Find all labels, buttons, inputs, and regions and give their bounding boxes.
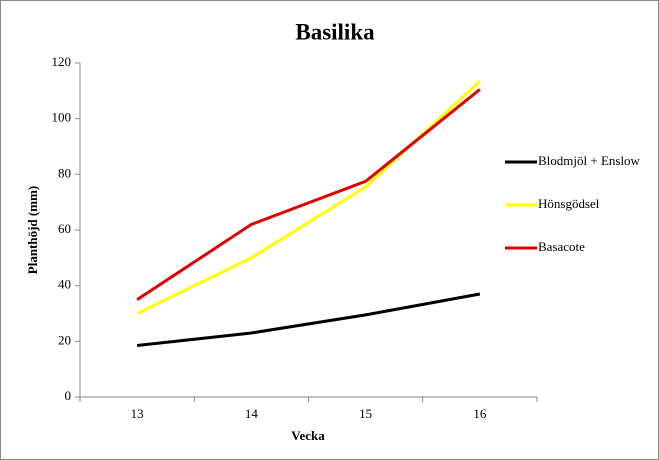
series-line	[136, 88, 481, 301]
y-tick-label: 0	[65, 388, 72, 403]
x-tick-label: 15	[359, 406, 372, 421]
y-tick-label: 120	[52, 54, 72, 69]
x-tick-label: 16	[473, 406, 487, 421]
legend-label: Blodmjöl + Enslow	[538, 153, 641, 168]
y-tick-label: 80	[58, 165, 71, 180]
y-axis-title: Planthöjd (mm)	[25, 186, 40, 274]
x-axis-title: Vecka	[291, 428, 325, 443]
legend-label: Basacote	[538, 239, 585, 254]
y-tick-label: 20	[58, 332, 71, 347]
y-tick-label: 100	[52, 110, 72, 125]
x-tick-label: 13	[131, 406, 144, 421]
y-tick-label: 40	[58, 277, 71, 292]
y-tick-label: 60	[58, 221, 71, 236]
legend-label: Hönsgödsel	[538, 196, 600, 211]
x-tick-label: 14	[245, 406, 259, 421]
series-line	[136, 292, 481, 347]
chart-title: Basilika	[295, 19, 375, 44]
